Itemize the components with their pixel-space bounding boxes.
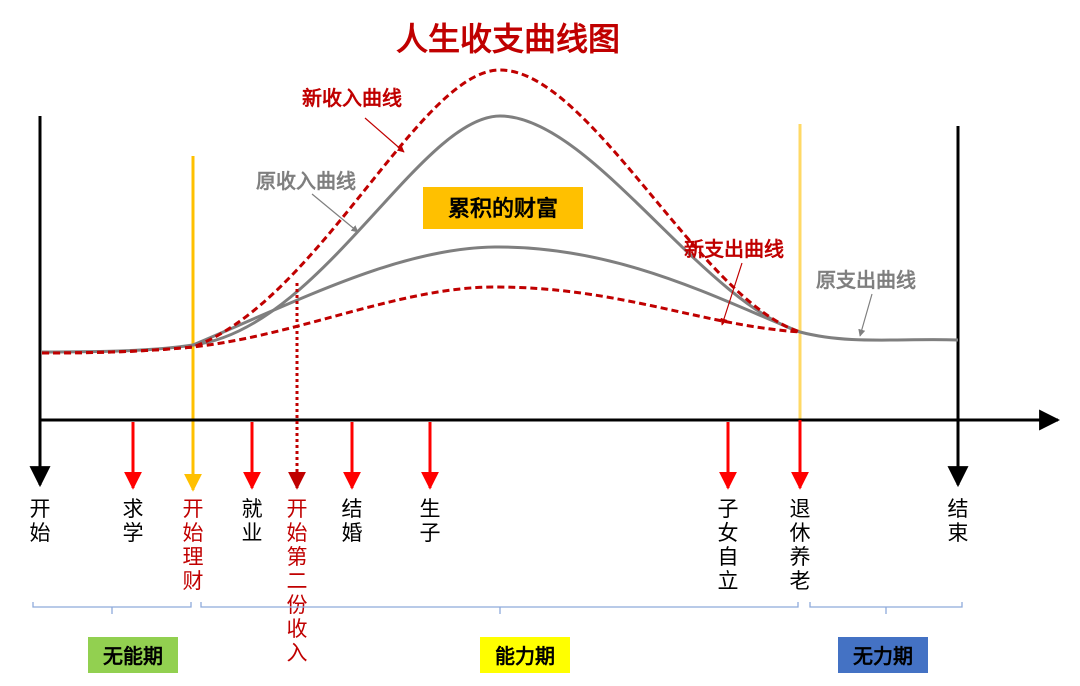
stage-label-invest: 开始理财 [183,497,204,593]
old-expense-curve [192,245,801,347]
capable-bracket [200,602,799,614]
wealth-box-bg [423,187,583,229]
incapable-phase-label: 无能期 [103,644,163,668]
new-expense-curve [41,285,801,355]
powerless-phase-label: 无力期 [853,644,913,668]
capable-phase-label: 能力期 [495,644,555,668]
old-income-pointer [311,193,359,233]
stage-label-retirement: 退休养老 [790,497,811,593]
stage-label-employment: 就业 [242,497,263,545]
stage-labels: 开始 求学 开始理财 就业 开始第二份收入 结婚 生子 子女自立 退休养老 结束 [30,497,969,665]
wealth-box-label: 累积的财富 [448,196,558,222]
new-income-pointer [364,117,405,153]
new-income-label: 新收入曲线 [302,86,402,110]
old-income-label: 原收入曲线 [256,169,356,193]
stage-label-second-income: 开始第二份收入 [287,497,308,665]
stage-label-end: 结束 [948,497,969,545]
diagram-title: 人生收支曲线图 [396,20,620,58]
old-expense-label: 原支出曲线 [816,268,916,292]
powerless-bracket [809,602,963,614]
stage-label-study: 求学 [123,497,144,545]
new-expense-label: 新支出曲线 [684,237,784,261]
stage-label-children-independent: 子女自立 [718,497,739,593]
new-expense-pointer [720,262,743,326]
old-expense-pointer [858,293,873,337]
stage-label-marriage: 结婚 [342,497,363,545]
powerless-phase-box [838,637,928,673]
new-income-curve [41,68,801,355]
stage-label-childbirth: 生子 [420,497,441,545]
incapable-bracket [32,602,192,614]
stage-label-start: 开始 [30,497,51,545]
capable-phase-box [480,637,570,673]
incapable-phase-box [88,637,178,673]
old-income-curve [41,114,959,354]
